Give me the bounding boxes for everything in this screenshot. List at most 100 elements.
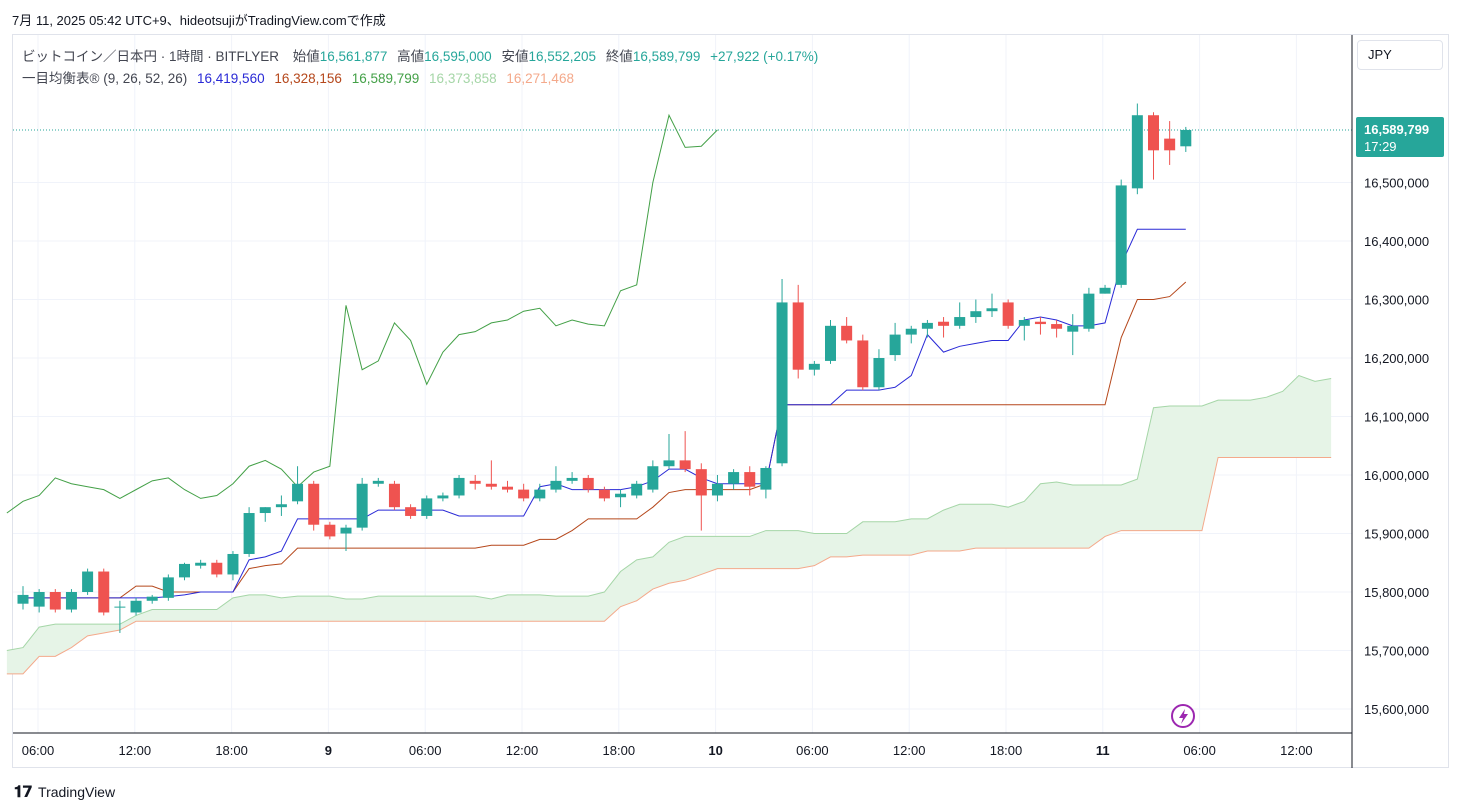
candle: [921, 319, 933, 338]
time-tick-label: 10: [708, 743, 722, 758]
price-tick-label: 16,500,000: [1364, 176, 1429, 191]
candle-body: [130, 600, 142, 613]
tradingview-logo-icon: 𝟏𝟳: [14, 784, 33, 801]
high-value: 16,595,000: [424, 49, 492, 64]
candle-body: [1083, 293, 1095, 329]
kijun-value: 16,328,156: [274, 71, 342, 86]
price-tag-value: 16,589,799: [1364, 122, 1429, 137]
price-tag-box: [1356, 116, 1444, 157]
candle-body: [1067, 325, 1079, 332]
senkou-a-line: [6, 374, 1332, 651]
time-tick-label: 11: [1096, 743, 1110, 758]
candle-body: [469, 480, 481, 484]
candle: [728, 469, 740, 490]
indicator-name[interactable]: 一目均衡表® (9, 26, 52, 26): [22, 71, 188, 86]
candle: [841, 317, 853, 344]
candle: [889, 322, 901, 361]
candle-body: [825, 325, 836, 361]
candle: [631, 480, 643, 499]
candle-body: [308, 483, 320, 525]
candle: [243, 507, 255, 557]
symbol-label[interactable]: ビットコイン／日本円 · 1時間 · BITFLYER: [22, 49, 280, 64]
candle: [453, 475, 465, 499]
ichimoku-cloud: [6, 374, 1332, 675]
time-tick-label: 12:00: [1280, 743, 1313, 758]
lightning-icon[interactable]: [1171, 704, 1195, 728]
time-tick-label: 18:00: [603, 743, 636, 758]
candle-body: [114, 606, 126, 608]
candle-body: [954, 317, 966, 326]
candle-body: [905, 328, 917, 335]
candle-body: [453, 477, 465, 496]
watermark-text: 7月 11, 2025 05:42 UTC+9、hideotsujiがTradi…: [12, 13, 386, 28]
candle-body: [259, 507, 271, 514]
candle: [469, 475, 481, 490]
candle: [954, 302, 966, 329]
low-label: 安値: [501, 49, 529, 64]
candle-body: [98, 571, 110, 613]
candle-body: [17, 594, 29, 604]
candle: [340, 524, 352, 552]
open-label: 始値: [292, 49, 320, 64]
senkou-b-value: 16,271,468: [506, 71, 574, 86]
candle-body: [405, 507, 417, 516]
candle: [292, 466, 304, 505]
candle-body: [776, 302, 788, 464]
price-tick-label: 15,800,000: [1364, 585, 1429, 600]
candle: [114, 600, 126, 633]
candle-body: [485, 483, 497, 487]
candle-body: [211, 562, 223, 575]
candle: [405, 504, 417, 519]
candle-body: [873, 358, 885, 388]
candles: [17, 103, 1192, 633]
candle-body: [841, 325, 853, 341]
indicator-legend: 一目均衡表® (9, 26, 52, 26) 16,419,560 16,328…: [22, 67, 574, 87]
time-axis: 06:00 12:00 18:00 9 06:00 12:00 18:00 10 06:00 12…: [13, 732, 1352, 758]
price-tick-label: 15,700,000: [1364, 644, 1429, 659]
candle-body: [534, 489, 546, 499]
candle-body: [679, 460, 691, 470]
candle: [1164, 121, 1176, 165]
candle: [615, 489, 627, 508]
branding-label: TradingView: [38, 784, 116, 800]
candle: [33, 589, 45, 613]
currency-button[interactable]: JPY: [1357, 40, 1443, 70]
candle-body: [372, 480, 384, 484]
candle: [1099, 284, 1111, 294]
kijun-line: [23, 281, 1187, 599]
candle: [986, 293, 998, 318]
candle-body: [744, 472, 756, 487]
candle: [308, 480, 320, 531]
candle: [146, 594, 158, 604]
candle-body: [324, 524, 336, 537]
candle: [275, 495, 287, 516]
price-tick-label: 15,600,000: [1364, 702, 1429, 717]
candle: [744, 466, 756, 496]
candle: [582, 475, 594, 493]
candle-body: [728, 472, 740, 484]
close-value: 16,589,799: [632, 49, 701, 64]
candle: [776, 279, 788, 467]
candle-body: [388, 483, 400, 508]
senkou-b-line: [6, 456, 1332, 675]
candle-body: [437, 495, 449, 499]
price-tick-label: 15,900,000: [1364, 527, 1429, 542]
tenkan-value: 16,419,560: [197, 71, 265, 86]
candle-body: [49, 592, 61, 610]
candle: [1131, 103, 1143, 195]
candle-body: [857, 340, 869, 388]
candle: [195, 559, 207, 569]
candle: [663, 434, 675, 470]
candle-body: [243, 513, 255, 554]
candle: [421, 495, 433, 519]
tradingview-branding[interactable]: 𝟏𝟳 TradingView: [14, 782, 115, 802]
candle: [566, 472, 578, 484]
candle-body: [792, 302, 804, 370]
candle: [970, 299, 982, 323]
candle: [1115, 179, 1127, 288]
candle: [1083, 287, 1095, 332]
candle: [647, 460, 659, 493]
candle-body: [179, 563, 190, 578]
candle: [356, 477, 368, 531]
